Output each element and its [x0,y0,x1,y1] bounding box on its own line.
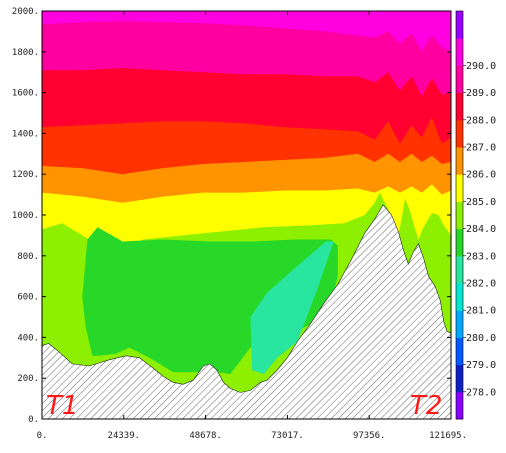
colorbar-swatch [456,174,463,202]
x-tick-label: 48678. [189,431,222,441]
colorbar-swatch [456,391,463,420]
y-tick-label: 0. [28,415,39,425]
terrain-hatch [42,204,451,419]
colorbar-label: 279.0 [466,360,496,371]
colorbar-swatch [456,337,463,366]
colorbar-swatch [456,65,463,94]
y-tick-label: 1800. [12,48,39,58]
colorbar-label: 280.0 [466,333,496,344]
colorbar-label: 284.0 [466,224,496,235]
t1-label: T1 [46,391,78,421]
colorbar-swatch [456,119,463,148]
x-tick-label: 0. [37,431,48,441]
colorbar-label: 287.0 [466,143,496,154]
colorbar-swatch [456,228,463,257]
colorbar-label: 283.0 [466,251,496,262]
colorbar-label: 281.0 [466,306,496,317]
colorbar-label: 289.0 [466,88,496,99]
colorbar-swatch [456,147,463,175]
t2-label: T2 [410,391,442,421]
colorbar-label: 286.0 [466,170,496,181]
x-tick-label: 73017. [271,431,304,441]
x-tick-label: 121695. [429,431,467,441]
colorbar-label: 290.0 [466,61,496,72]
y-tick-label: 200. [17,374,39,384]
colorbar-swatch [456,38,463,66]
colorbar-label: 288.0 [466,115,496,126]
colorbar-label: 285.0 [466,197,496,208]
y-tick-label: 1200. [12,170,39,180]
y-tick-label: 400. [17,333,39,343]
colorbar-swatch [456,283,463,311]
y-tick-label: 1600. [12,89,39,99]
y-tick-label: 800. [17,252,39,262]
colorbar-label: 278.0 [466,387,496,398]
y-axis: 0. 200. 400. 600. 800. 1000. 1200. 1400. 1600. 18… [12,7,451,425]
x-axis: 0. 24339. 48678. 73017. 97356. 121695. [37,11,467,441]
colorbar: 278.0 279.0 280.0 281.0 282.0 283.0 284.0 285.0… [455,10,496,420]
colorbar-swatch [456,310,463,338]
colorbar-label: 282.0 [466,279,496,290]
y-tick-label: 600. [17,293,39,303]
colorbar-swatch [456,11,463,39]
colorbar-swatch [456,201,463,230]
contour-band-281.0-282.0 [250,241,334,375]
colorbar-frame [455,10,464,420]
x-tick-label: 24339. [108,431,141,441]
y-tick-label: 1400. [12,129,39,139]
colorbar-swatch [456,255,463,284]
colorbar-swatch [456,92,463,121]
colorbar-swatch [456,364,463,393]
x-tick-label: 97356. [353,431,386,441]
y-tick-label: 2000. [12,7,39,17]
y-tick-label: 1000. [12,211,39,221]
